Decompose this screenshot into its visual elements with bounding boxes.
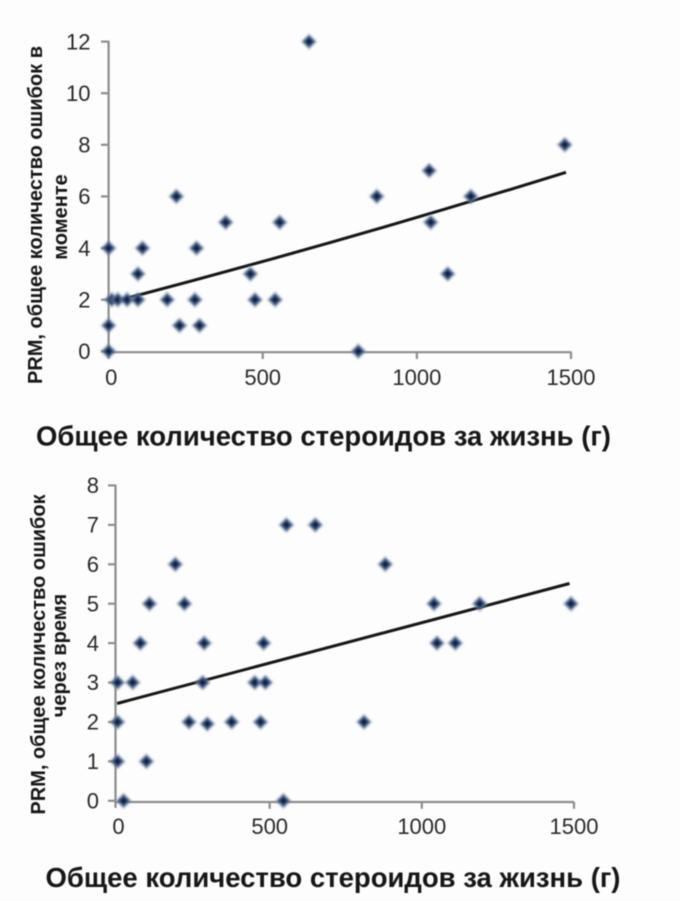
svg-text:1000: 1000 [392,365,441,390]
svg-text:10: 10 [66,81,90,106]
svg-text:8: 8 [78,133,90,158]
svg-text:500: 500 [251,814,288,839]
svg-text:500: 500 [244,365,281,390]
svg-text:3: 3 [87,670,99,695]
svg-text:PRM, общее количество ошибок в: PRM, общее количество ошибок в [25,46,47,384]
svg-text:0: 0 [87,789,99,814]
svg-text:0: 0 [78,339,90,364]
svg-text:0: 0 [105,365,117,390]
svg-text:PRM, общее количество ошибок: PRM, общее количество ошибок [28,493,50,814]
svg-text:7: 7 [87,513,99,538]
svg-text:1500: 1500 [550,814,599,839]
svg-text:1: 1 [87,749,99,774]
svg-text:8: 8 [87,473,99,498]
svg-text:6: 6 [87,552,99,577]
svg-text:Общее количество стероидов за: Общее количество стероидов за жизнь (г) [36,421,611,452]
svg-text:0: 0 [112,814,124,839]
svg-text:4: 4 [87,631,99,656]
svg-text:6: 6 [78,184,90,209]
svg-text:5: 5 [87,591,99,616]
svg-text:2: 2 [78,287,90,312]
svg-text:1500: 1500 [547,365,596,390]
svg-text:через время: через время [49,594,71,717]
svg-text:4: 4 [78,236,90,261]
svg-text:Общее количество стероидов за: Общее количество стероидов за жизнь (г) [46,862,621,893]
svg-text:моменте: моменте [50,174,72,259]
svg-text:2: 2 [87,710,99,735]
svg-text:12: 12 [66,29,90,54]
svg-text:1000: 1000 [397,814,446,839]
